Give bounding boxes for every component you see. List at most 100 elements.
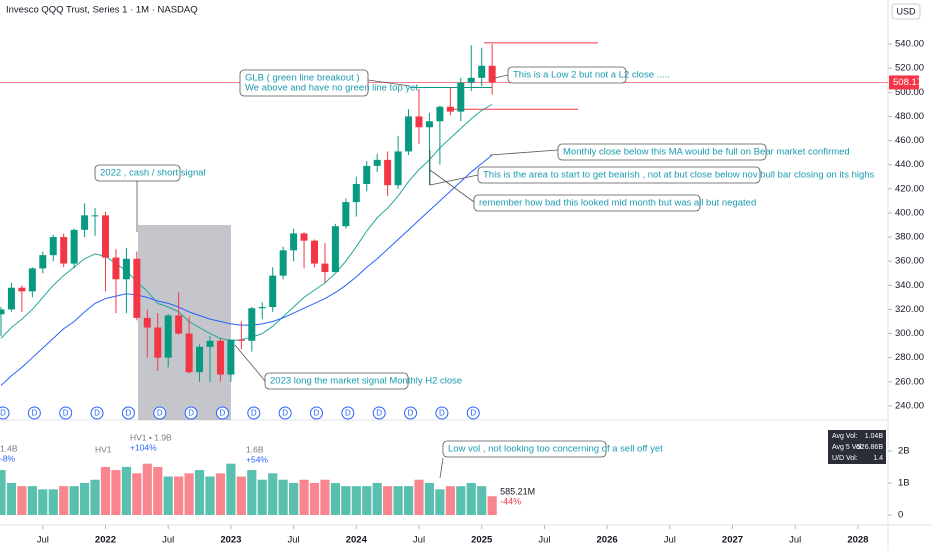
dividend-label: D — [470, 409, 476, 418]
candle-body — [102, 215, 109, 258]
volume-bar — [456, 486, 466, 515]
annotation-box — [473, 194, 701, 212]
dividend-label: D — [31, 409, 37, 418]
annotation-text: GLB ( green line breakout ) — [245, 73, 360, 84]
volume-bar — [226, 463, 236, 515]
price-tick-label: 400.00 — [895, 207, 924, 218]
volume-bar — [393, 486, 403, 515]
time-tick-label: Jul — [413, 535, 425, 546]
price-tick-label: 380.00 — [895, 232, 924, 243]
volume-bar — [487, 496, 497, 515]
volume-bar — [278, 479, 288, 515]
annotation-text: 2023 long the market signal Monthly H2 c… — [270, 376, 462, 387]
annotation-box — [442, 440, 607, 458]
volume-last-label: 585.21M — [500, 487, 535, 497]
dividend-label: D — [314, 409, 320, 418]
candle-body — [60, 237, 68, 264]
volume-bar — [132, 473, 142, 515]
candle-body — [91, 215, 99, 217]
dividend-marker — [90, 406, 104, 420]
symbol-title: Invesco QQQ Trust, Series 1 · 1M · NASDA… — [6, 5, 198, 16]
currency[interactable]: USD — [896, 6, 916, 16]
candle-body — [405, 116, 413, 152]
currency-button[interactable] — [891, 3, 921, 20]
candle-body — [39, 255, 47, 269]
price-tick-label: 300.00 — [895, 328, 924, 339]
dividend-label: D — [126, 409, 132, 418]
volume-tick-label: 0 — [898, 510, 903, 521]
annotation-leader — [494, 74, 509, 79]
volume-bar — [362, 486, 372, 515]
time-tick-label: Jul — [37, 535, 49, 546]
volume-bar — [341, 486, 351, 515]
price-tick-label: 520.00 — [895, 63, 924, 74]
candle-body — [363, 165, 371, 184]
candle-body — [425, 121, 433, 128]
dividend-marker — [0, 406, 10, 420]
candle-body — [248, 308, 256, 341]
candle-body — [18, 287, 26, 292]
candle-body — [467, 77, 475, 83]
volume-tick-label: 1B — [898, 477, 910, 488]
price-tick-label: 240.00 — [895, 400, 924, 411]
volume-bar — [215, 473, 226, 515]
candle-body — [300, 233, 308, 241]
candle-body — [279, 250, 287, 276]
candle-body — [227, 339, 235, 375]
candle-body — [196, 346, 204, 373]
candle-body — [290, 233, 298, 251]
moving-average — [0, 103, 493, 342]
price-tick-label: 460.00 — [895, 135, 924, 146]
price-tick-label: 440.00 — [895, 159, 924, 170]
dividend-marker — [310, 406, 323, 420]
volume-bar — [121, 466, 131, 515]
volume-bar — [90, 479, 100, 515]
price-tick-label: 500.00 — [895, 87, 924, 98]
dividend-marker — [27, 406, 41, 420]
candle-body — [321, 263, 329, 273]
price-tick-label: 320.00 — [895, 304, 924, 315]
candle-body — [446, 106, 454, 112]
time-tick-label: Jul — [538, 535, 550, 546]
dividend-marker — [435, 406, 449, 420]
candle-body — [394, 151, 402, 186]
annotation-leader — [439, 457, 444, 479]
volume-bar — [445, 486, 455, 515]
time-tick-label: Jul — [789, 535, 801, 546]
dividend-marker — [466, 406, 480, 420]
annotation-text: 2022 , cash / short signal — [100, 168, 206, 179]
volume-bar — [403, 486, 414, 515]
volume-bar — [383, 486, 393, 515]
volume-bar — [299, 479, 309, 515]
volume-last-change: -44% — [500, 497, 521, 507]
dividend-marker — [153, 406, 167, 420]
dividend-marker — [404, 406, 418, 420]
volume-bar — [268, 473, 278, 515]
time-tick-label: 2026 — [597, 535, 618, 546]
volume-bar — [69, 486, 79, 515]
dividend-marker — [184, 406, 198, 420]
dividend-label: D — [188, 409, 194, 418]
volume-bar — [153, 466, 163, 515]
annotation-leader — [367, 79, 411, 87]
volume-bar — [289, 482, 299, 515]
candle-body — [216, 340, 224, 375]
annotation-box — [507, 66, 627, 84]
dividend-label: D — [345, 409, 351, 418]
volume-marker: +104% — [130, 442, 157, 452]
candle-body — [415, 116, 423, 128]
annotation-box — [239, 69, 369, 97]
volume-marker: HV1 — [95, 444, 112, 454]
volume-marker: -8% — [0, 453, 16, 463]
price-tick-label: 480.00 — [895, 111, 924, 122]
volume-bar — [351, 486, 361, 515]
dividend-marker — [247, 406, 261, 420]
candle-body — [457, 82, 465, 112]
candle-body — [7, 287, 15, 310]
volume-bar — [38, 489, 48, 515]
volume-marker: 1.4B — [0, 443, 18, 453]
candle-body — [384, 159, 392, 186]
candle-body — [331, 226, 339, 273]
volume-bar — [330, 482, 340, 515]
annotation-leader — [489, 149, 559, 156]
